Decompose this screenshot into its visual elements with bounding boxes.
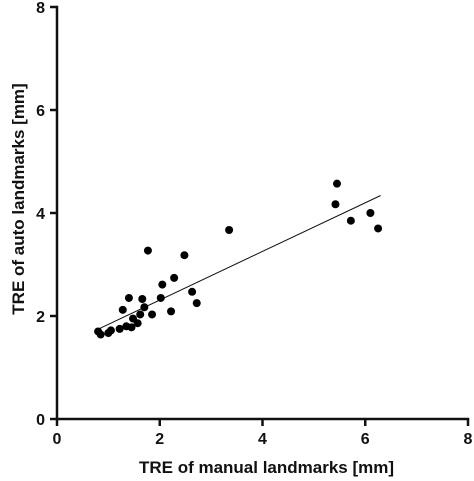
tick-labels: 0 2 4 6 8 0 2 4 6 8: [36, 0, 472, 448]
data-point: [118, 305, 127, 314]
data-point: [346, 216, 355, 225]
y-tick-label: 8: [36, 0, 45, 17]
data-point: [374, 224, 383, 233]
x-tick-label: 6: [361, 431, 370, 448]
data-points: [94, 179, 383, 339]
data-point: [366, 209, 375, 217]
data-point: [133, 319, 142, 328]
data-point: [180, 251, 189, 260]
data-point: [158, 280, 167, 289]
data-point: [138, 295, 147, 304]
data-point: [143, 246, 152, 255]
data-point: [192, 299, 201, 308]
data-point: [167, 307, 176, 316]
data-point: [115, 324, 124, 333]
axes: [55, 5, 470, 421]
x-tick-label: 4: [258, 431, 267, 448]
y-tick-label: 0: [36, 412, 45, 429]
data-point: [140, 303, 149, 312]
x-tick-label: 2: [155, 431, 164, 448]
tick-marks: [50, 5, 470, 426]
data-point: [106, 326, 115, 335]
data-point: [331, 200, 340, 209]
data-point: [148, 310, 157, 319]
x-tick-label: 8: [464, 431, 473, 448]
y-tick-label: 6: [36, 103, 45, 120]
data-point: [156, 293, 165, 302]
x-tick-label: 0: [53, 431, 62, 448]
data-point: [170, 273, 179, 282]
data-point: [127, 323, 136, 332]
y-axis-title: TRE of auto landmarks [mm]: [9, 83, 28, 314]
regression-line: [95, 195, 381, 331]
data-point: [124, 293, 133, 302]
fit-line-group: [95, 195, 381, 331]
y-tick-label: 4: [36, 206, 45, 223]
data-point: [96, 330, 105, 339]
data-point: [225, 225, 234, 234]
data-point: [332, 179, 341, 188]
data-point: [136, 310, 145, 319]
x-axis-title: TRE of manual landmarks [mm]: [139, 458, 394, 477]
y-tick-label: 2: [36, 309, 45, 326]
data-point: [188, 287, 197, 296]
